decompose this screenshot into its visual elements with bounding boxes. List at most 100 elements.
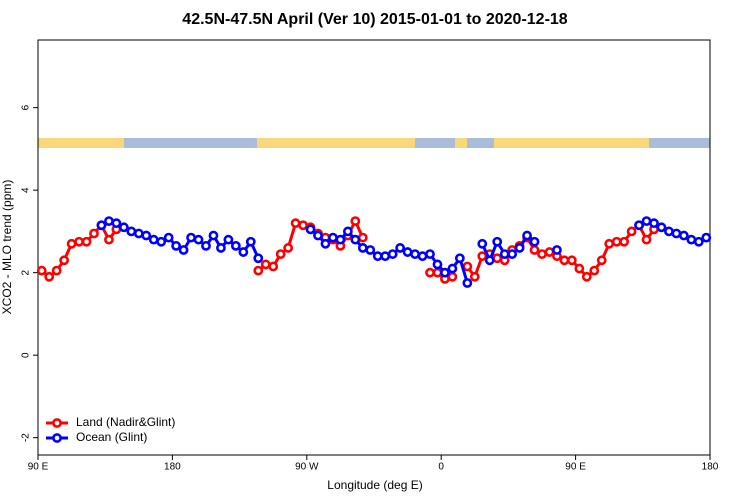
data-point <box>275 249 286 260</box>
data-point <box>305 224 316 235</box>
data-point <box>492 236 503 247</box>
y-tick-label: 6 <box>21 104 32 110</box>
data-point <box>335 234 346 245</box>
data-point <box>238 247 249 257</box>
data-point <box>604 238 615 249</box>
data-point <box>342 226 353 237</box>
y-tick-label: 2 <box>21 269 32 275</box>
data-point <box>574 263 585 274</box>
data-point <box>402 247 413 257</box>
data-point <box>313 230 323 241</box>
data-point <box>514 243 525 253</box>
land-strip <box>494 138 649 148</box>
data-point <box>298 220 308 231</box>
data-point <box>171 240 182 251</box>
data-point <box>469 271 480 282</box>
data-point <box>163 232 174 243</box>
legend-marker <box>52 418 62 428</box>
data-point <box>529 245 540 255</box>
data-point <box>656 222 667 233</box>
data-point <box>499 249 510 260</box>
data-point <box>559 255 570 266</box>
data-point <box>51 265 62 276</box>
x-tick-label: 90 E <box>28 462 49 473</box>
data-point <box>350 234 361 245</box>
data-point <box>432 259 443 270</box>
data-point <box>641 216 652 226</box>
data-point <box>432 267 443 278</box>
data-point <box>178 245 189 255</box>
data-point <box>328 232 338 243</box>
data-point <box>395 243 406 253</box>
data-point <box>141 230 152 241</box>
legend-label: Land (Nadir&Glint) <box>76 415 175 429</box>
data-point <box>133 228 144 239</box>
land-strip <box>455 138 467 148</box>
data-point <box>417 251 428 262</box>
data-point <box>81 236 92 247</box>
data-point <box>462 278 473 288</box>
data-point <box>678 230 689 241</box>
x-tick-label: 180 <box>164 462 181 473</box>
data-point <box>566 255 577 266</box>
data-point <box>522 230 532 241</box>
x-tick-label: 90 W <box>295 462 319 473</box>
data-point <box>477 251 488 262</box>
land-strip <box>257 138 415 148</box>
data-point <box>201 240 211 251</box>
x-tick-label: 180 <box>702 462 719 473</box>
data-point <box>223 234 234 245</box>
data-point <box>387 249 398 260</box>
data-point <box>245 236 256 247</box>
y-tick-label: 4 <box>21 187 32 193</box>
data-point <box>686 234 697 245</box>
data-point <box>380 251 391 262</box>
data-point <box>664 226 674 237</box>
data-point <box>208 230 219 241</box>
data-point <box>253 265 264 276</box>
data-point <box>320 238 331 249</box>
data-point <box>693 236 704 247</box>
x-axis-label: Longitude (deg E) <box>327 478 422 492</box>
data-point <box>96 220 107 231</box>
data-point <box>425 267 435 278</box>
data-point <box>701 232 712 243</box>
data-point <box>649 218 659 229</box>
data-point <box>529 236 540 247</box>
data-point <box>357 232 368 243</box>
data-point <box>619 236 630 247</box>
data-point <box>357 243 368 253</box>
land-ocean-strip <box>38 138 710 148</box>
data-point <box>641 234 652 245</box>
data-point <box>634 220 644 231</box>
data-point <box>611 236 622 247</box>
data-point <box>156 236 167 247</box>
data-point <box>36 265 47 276</box>
data-point <box>44 271 55 282</box>
data-point <box>462 261 473 272</box>
data-point <box>104 234 114 245</box>
data-point <box>253 253 264 264</box>
data-point <box>492 253 503 264</box>
data-point <box>193 234 204 245</box>
data-point <box>186 232 196 243</box>
data-point <box>537 249 547 260</box>
data-point <box>589 265 600 276</box>
data-point <box>507 249 518 260</box>
data-point <box>118 222 129 233</box>
data-point <box>484 255 495 266</box>
data-point <box>425 249 435 260</box>
data-point <box>230 240 241 251</box>
data-point <box>59 255 70 266</box>
y-tick-label: 0 <box>21 352 32 358</box>
legend-marker <box>52 433 62 443</box>
y-axis-label: XCO2 - MLO trend (ppm) <box>0 180 14 315</box>
chart-title: 42.5N-47.5N April (Ver 10) 2015-01-01 to… <box>182 11 568 28</box>
data-point <box>148 234 159 245</box>
data-point <box>447 271 458 282</box>
data-point <box>111 218 122 229</box>
data-point <box>290 218 301 229</box>
data-point <box>126 226 137 237</box>
data-point <box>552 245 562 255</box>
